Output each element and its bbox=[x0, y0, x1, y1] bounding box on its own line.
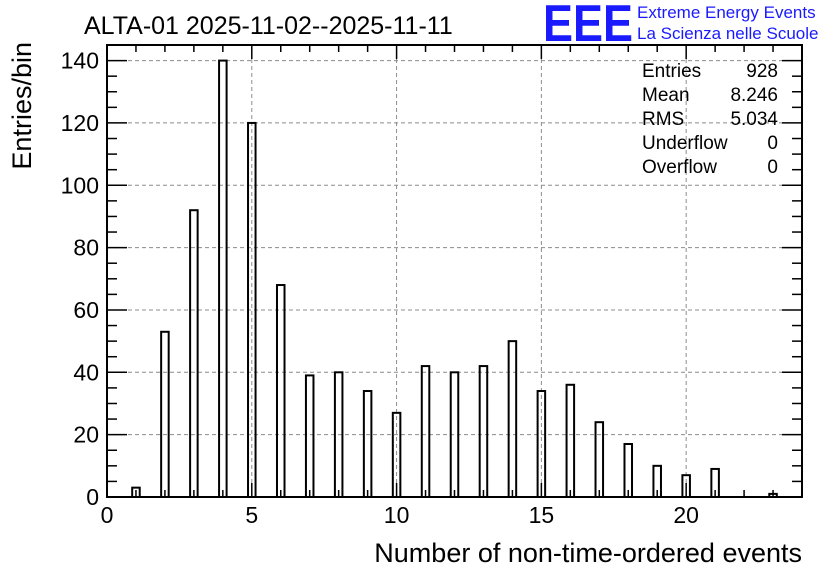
histogram-bar bbox=[478, 365, 489, 498]
stat-value: 8.246 bbox=[730, 85, 778, 106]
x-tick-label: 0 bbox=[101, 502, 114, 528]
stat-label: RMS bbox=[642, 109, 684, 130]
eee-logo-mark: EEE bbox=[543, 0, 633, 53]
y-tick-label: 140 bbox=[61, 48, 99, 74]
chart-title: ALTA-01 2025-11-02--2025-11-11 bbox=[84, 12, 453, 40]
eee-logo-line1: Extreme Energy Events bbox=[637, 3, 816, 22]
ticks-layer bbox=[106, 44, 803, 498]
x-tick-label: 5 bbox=[245, 502, 258, 528]
y-tick-label: 60 bbox=[73, 297, 99, 323]
y-tick-label: 100 bbox=[61, 172, 99, 198]
histogram-bar bbox=[160, 330, 170, 498]
stat-label: Mean bbox=[642, 85, 690, 106]
stat-value: 928 bbox=[746, 61, 778, 82]
y-tick-label: 20 bbox=[73, 422, 99, 448]
stat-label: Overflow bbox=[642, 157, 717, 178]
stat-value: 0 bbox=[767, 157, 778, 178]
histogram-bar bbox=[362, 390, 373, 498]
y-tick-label: 0 bbox=[86, 484, 99, 510]
x-tick-label: 15 bbox=[529, 502, 555, 528]
stat-value: 0 bbox=[767, 133, 778, 154]
x-tick-label: 20 bbox=[673, 502, 699, 528]
histogram-bar bbox=[594, 421, 605, 499]
histogram-bar bbox=[420, 365, 431, 498]
histogram-bar bbox=[623, 443, 634, 498]
y-tick-label: 80 bbox=[73, 235, 99, 261]
histogram-bar bbox=[565, 383, 576, 498]
plot-frame bbox=[106, 44, 803, 498]
stat-label: Entries bbox=[642, 61, 701, 82]
histogram-bar bbox=[275, 284, 286, 498]
histogram-bar bbox=[507, 340, 518, 499]
histogram-bar bbox=[189, 209, 199, 498]
grid-layer bbox=[107, 45, 802, 497]
eee-logo-line2: La Scienza nelle Scuole bbox=[637, 24, 818, 43]
x-tick-label: 10 bbox=[384, 502, 410, 528]
stat-value: 5.034 bbox=[730, 109, 778, 130]
y-tick-label: 40 bbox=[73, 359, 99, 385]
y-tick-labels: 0 20 40 60 80 100 120 140 bbox=[61, 48, 99, 510]
histogram-bar bbox=[304, 374, 315, 498]
histogram-bar bbox=[218, 59, 228, 498]
eee-logo: EEE Extreme Energy Events La Scienza nel… bbox=[543, 0, 818, 53]
x-axis-title: Number of non-time-ordered events bbox=[374, 538, 802, 568]
y-axis-title: Entries/bin bbox=[7, 42, 37, 170]
x-tick-labels: 0 5 10 15 20 bbox=[101, 502, 699, 528]
stat-label: Underflow bbox=[642, 133, 728, 154]
y-tick-label: 120 bbox=[61, 110, 99, 136]
